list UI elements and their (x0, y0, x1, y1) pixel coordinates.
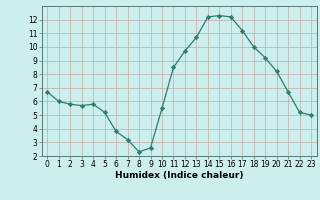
X-axis label: Humidex (Indice chaleur): Humidex (Indice chaleur) (115, 171, 244, 180)
